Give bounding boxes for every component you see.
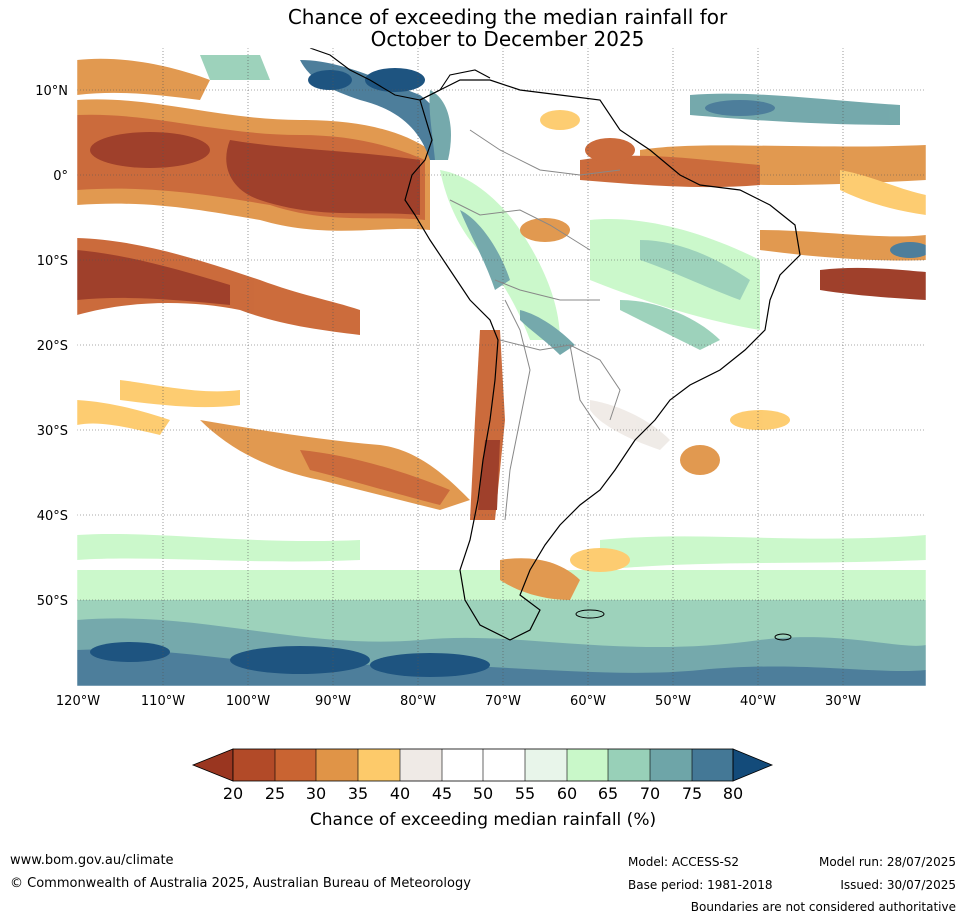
- colorbar-segment: [608, 749, 650, 781]
- map-panel: [77, 48, 926, 686]
- colorbar-tick-label: 50: [473, 784, 493, 803]
- colorbar-tick-label: 60: [557, 784, 577, 803]
- colorbar-tick-label: 40: [390, 784, 410, 803]
- lon-tick-label: 50°W: [655, 694, 691, 709]
- colorbar-tick-label: 55: [515, 784, 535, 803]
- colorbar-tick-label: 70: [640, 784, 660, 803]
- website-text: www.bom.gov.au/climate: [10, 853, 174, 868]
- lon-tick-label: 90°W: [315, 694, 351, 709]
- issued-text: Issued: 30/07/2025: [840, 878, 956, 892]
- lat-tick-label: 10°N: [35, 84, 68, 99]
- lat-tick-label: 20°S: [37, 339, 68, 354]
- map-gridlines: [77, 48, 926, 686]
- colorbar-segment: [650, 749, 692, 781]
- lat-tick-label: 40°S: [37, 509, 68, 524]
- colorbar-tick-label: 65: [598, 784, 618, 803]
- map-title-line1: Chance of exceeding the median rainfall …: [287, 5, 728, 29]
- model-run-text: Model run: 28/07/2025: [818, 855, 956, 869]
- lon-tick-label: 60°W: [570, 694, 606, 709]
- colorbar-segment: [483, 749, 525, 781]
- south-georgia-island: [774, 633, 792, 641]
- country-borders: [449, 129, 621, 521]
- lat-tick-label: 30°S: [37, 424, 68, 439]
- lon-tick-label: 80°W: [400, 694, 436, 709]
- copyright-text: © Commonwealth of Australia 2025, Austra…: [10, 876, 471, 891]
- colorbar-segment: [316, 749, 358, 781]
- colorbar-segment: [567, 749, 608, 781]
- colorbar-tick-label: 45: [432, 784, 452, 803]
- colorbar-segment: [525, 749, 567, 781]
- model-text: Model: ACCESS-S2: [628, 855, 740, 869]
- colorbar-segment: [692, 749, 733, 781]
- lat-tick-label: 50°S: [37, 594, 68, 609]
- colorbar-tick-label: 30: [306, 784, 326, 803]
- colorbar-high-arrow: [732, 748, 774, 782]
- colorbar-segment: [358, 749, 400, 781]
- south-america-coastline: [404, 79, 801, 641]
- colorbar-segment: [400, 749, 442, 781]
- lon-tick-label: 110°W: [141, 694, 185, 709]
- lon-tick-label: 30°W: [825, 694, 861, 709]
- map-title-line2: October to December 2025: [370, 27, 645, 51]
- colorbar-tick-label: 80: [723, 784, 743, 803]
- lon-tick-label: 100°W: [226, 694, 270, 709]
- colorbar-segment: [233, 749, 275, 781]
- colorbar-segment: [275, 749, 316, 781]
- lon-tick-label: 40°W: [740, 694, 776, 709]
- colorbar: 20 25 30 35 40 45 50 55 60 65 70 75 80 C…: [191, 748, 774, 830]
- colorbar-tick-label: 35: [348, 784, 368, 803]
- falkland-islands: [575, 609, 605, 619]
- disclaimer-text: Boundaries are not considered authoritat…: [690, 900, 956, 914]
- colorbar-segment: [442, 749, 483, 781]
- forecast-field: [77, 55, 926, 686]
- colorbar-tick-label: 20: [223, 784, 243, 803]
- colorbar-label: Chance of exceeding median rainfall (%): [310, 810, 656, 830]
- lat-tick-label: 10°S: [37, 254, 68, 269]
- lon-tick-label: 70°W: [485, 694, 521, 709]
- lon-tick-label: 120°W: [56, 694, 100, 709]
- colorbar-low-arrow: [191, 748, 234, 782]
- central-america-coastline: [309, 48, 491, 101]
- lat-tick-label: 0°: [53, 169, 68, 184]
- colorbar-tick-label: 75: [682, 784, 702, 803]
- colorbar-tick-label: 25: [265, 784, 285, 803]
- base-period-text: Base period: 1981-2018: [628, 878, 773, 892]
